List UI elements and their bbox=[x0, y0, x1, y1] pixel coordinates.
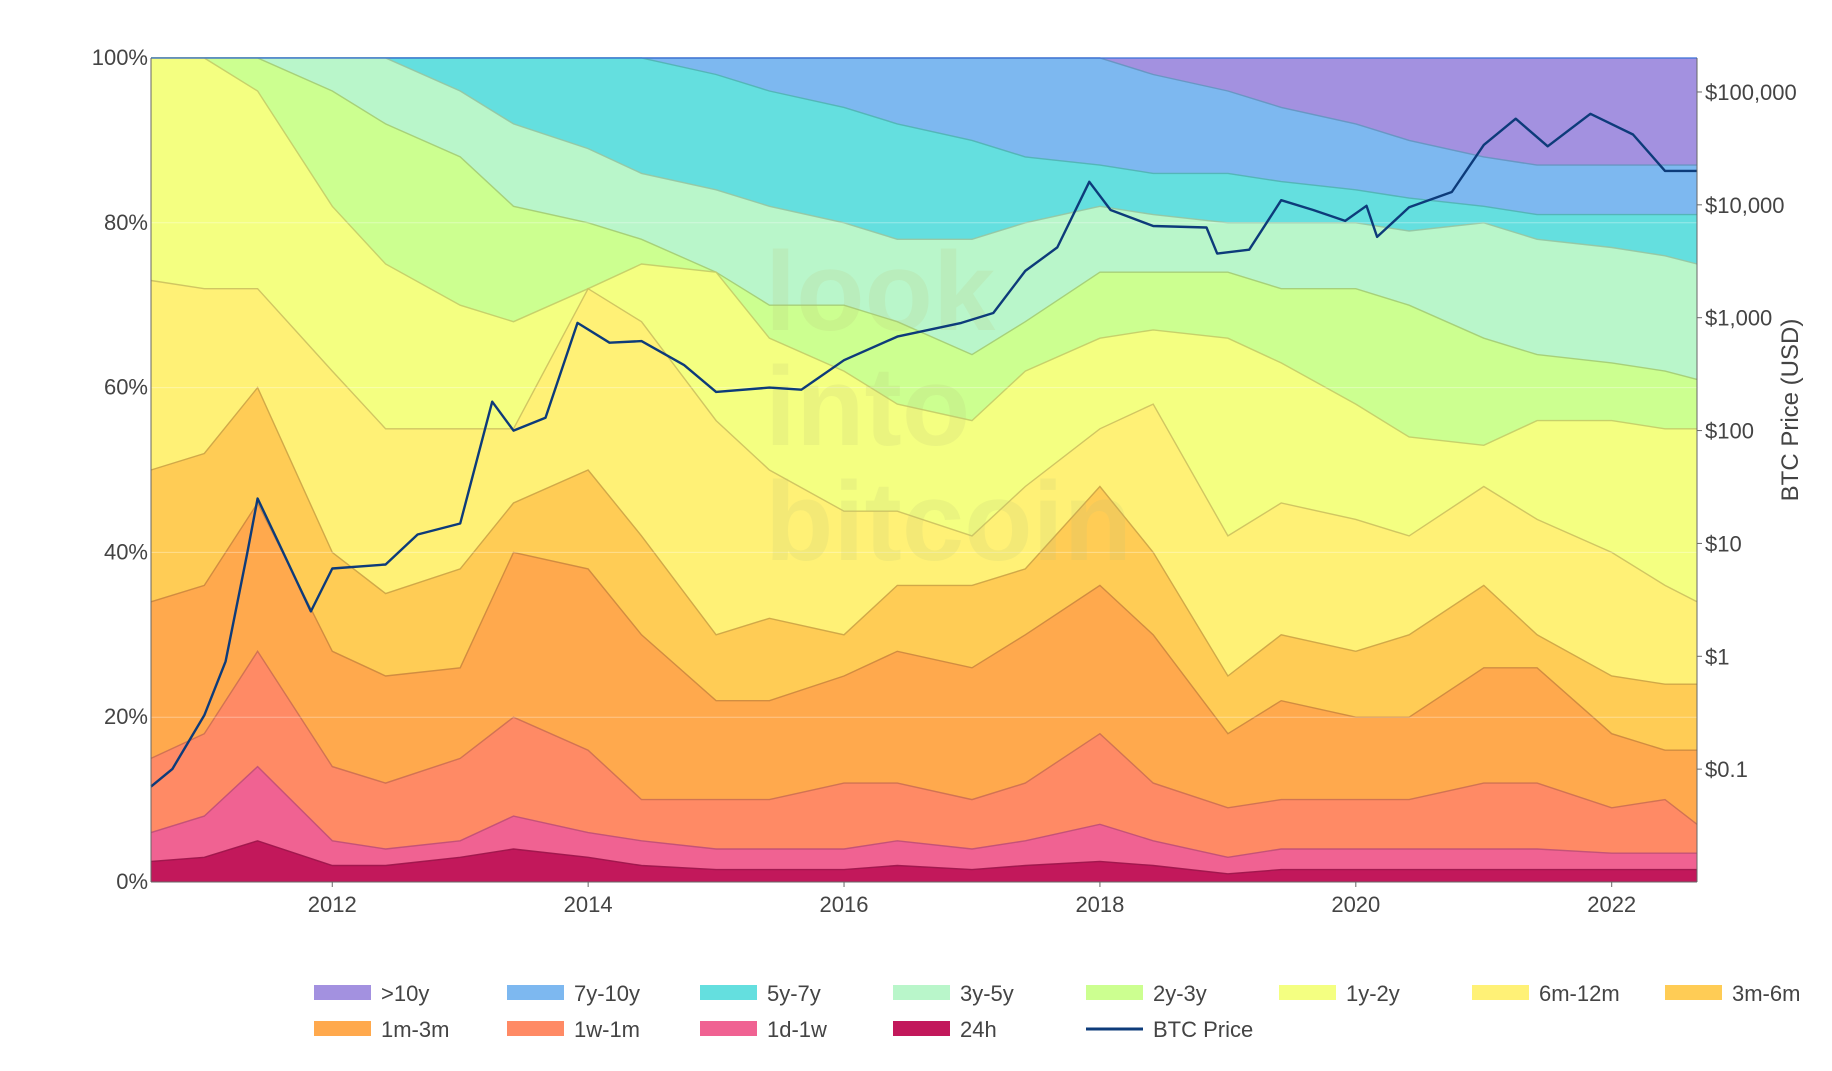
y-right-tick-label: $0.1 bbox=[1705, 757, 1748, 782]
y-right-tick-label: $10,000 bbox=[1705, 193, 1785, 218]
band-edge-6m-12m bbox=[150, 279, 1698, 603]
x-tick-label: 2016 bbox=[820, 892, 869, 917]
band-gt-10y bbox=[151, 58, 1697, 166]
legend-item-1y-2y[interactable]: 1y-2y bbox=[1279, 981, 1400, 1006]
legend-label: 3y-5y bbox=[960, 981, 1014, 1006]
legend-label: 2y-3y bbox=[1153, 981, 1207, 1006]
band-1w-1m bbox=[151, 651, 1697, 858]
legend-swatch bbox=[700, 1021, 757, 1036]
legend-item-1d-1w[interactable]: 1d-1w bbox=[700, 1017, 827, 1042]
legend-swatch bbox=[1472, 985, 1529, 1000]
btc-price-layer bbox=[150, 112, 1697, 788]
band-1y-2y bbox=[151, 58, 1697, 602]
band-3y-5y bbox=[151, 58, 1697, 380]
legend-item-3y-5y[interactable]: 3y-5y bbox=[893, 981, 1014, 1006]
legend-item-24h[interactable]: 24h bbox=[893, 1017, 997, 1042]
legend-swatch bbox=[1279, 985, 1336, 1000]
legend-label: 24h bbox=[960, 1017, 997, 1042]
x-tick-label: 2014 bbox=[564, 892, 613, 917]
legend-item-gt-10y[interactable]: >10y bbox=[314, 981, 429, 1006]
band-5y-7y bbox=[151, 58, 1697, 264]
band-edge-2y-3y bbox=[151, 57, 1698, 381]
legend-swatch bbox=[314, 1021, 371, 1036]
legend-label: 3m-6m bbox=[1732, 981, 1800, 1006]
y-left-tick-label: 80% bbox=[104, 210, 148, 235]
band-edge-3y-5y bbox=[151, 57, 1698, 265]
band-edge-1m-3m bbox=[150, 501, 1697, 751]
legend-label: 1w-1m bbox=[574, 1017, 640, 1042]
band-edge-1y-2y bbox=[151, 57, 1697, 447]
legend-label: 1d-1w bbox=[767, 1017, 827, 1042]
legend-label: 7y-10y bbox=[574, 981, 640, 1006]
y-left-tick-label: 100% bbox=[92, 45, 148, 70]
band-edge-24h bbox=[150, 840, 1697, 875]
band-edge-3m-6m bbox=[150, 386, 1697, 685]
legend-item-5y-7y[interactable]: 5y-7y bbox=[700, 981, 821, 1006]
legend-label: BTC Price bbox=[1153, 1017, 1253, 1042]
band-24h bbox=[151, 840, 1697, 882]
axes: 0% 20% 40% 60% 80% 100% $0.1 $1 $10 $100 $1,000 $10… bbox=[92, 45, 1797, 917]
band-7y-10y bbox=[151, 58, 1697, 215]
legend-item-1w-1m[interactable]: 1w-1m bbox=[507, 1017, 640, 1042]
legend-swatch bbox=[893, 1021, 950, 1036]
age-bands-layer bbox=[150, 57, 1698, 882]
legend-label: 1m-3m bbox=[381, 1017, 449, 1042]
btc-price-line bbox=[150, 112, 1697, 788]
watermark-line-2: into bbox=[765, 344, 970, 469]
x-tick-label: 2022 bbox=[1587, 892, 1636, 917]
legend-label: 5y-7y bbox=[767, 981, 821, 1006]
band-2y-3y bbox=[151, 58, 1697, 446]
band-edge-1w-1m bbox=[150, 650, 1698, 825]
legend-swatch bbox=[893, 985, 950, 1000]
band-edge-1d-1w bbox=[150, 765, 1697, 859]
legend-swatch bbox=[1665, 985, 1722, 1000]
watermark-line-1: look bbox=[765, 229, 996, 354]
legend-swatch bbox=[314, 985, 371, 1000]
x-tick-label: 2012 bbox=[308, 892, 357, 917]
x-tick-label: 2020 bbox=[1331, 892, 1380, 917]
legend-item-3m-6m[interactable]: 3m-6m bbox=[1665, 981, 1800, 1006]
y-left-tick-label: 40% bbox=[104, 539, 148, 564]
legend-swatch bbox=[507, 985, 564, 1000]
legend-swatch bbox=[1086, 985, 1143, 1000]
band-1m-3m bbox=[151, 503, 1697, 825]
y-left-tick-label: 60% bbox=[104, 375, 148, 400]
y-axis-right-title: BTC Price (USD) bbox=[1777, 319, 1804, 502]
y-right-tick-label: $1 bbox=[1705, 644, 1729, 669]
legend-label: >10y bbox=[381, 981, 429, 1006]
y-right-tick-label: $100,000 bbox=[1705, 80, 1797, 105]
watermark-line-3: bitcoin bbox=[765, 459, 1132, 584]
gridlines bbox=[151, 222, 1697, 718]
y-right-tick-label: $10 bbox=[1705, 531, 1742, 556]
legend-swatch bbox=[700, 985, 757, 1000]
y-right-tick-label: $100 bbox=[1705, 419, 1754, 444]
legend-item-2y-3y[interactable]: 2y-3y bbox=[1086, 981, 1207, 1006]
legend-label: 1y-2y bbox=[1346, 981, 1400, 1006]
y-left-tick-label: 20% bbox=[104, 704, 148, 729]
legend: >10y 7y-10y 5y-7y 3y-5y 2y-3y 1y-2y 6m-12m 3m-6… bbox=[314, 981, 1800, 1042]
band-1d-1w bbox=[151, 766, 1697, 874]
legend-item-btc-price[interactable]: BTC Price bbox=[1086, 1017, 1253, 1042]
x-tick-label: 2018 bbox=[1075, 892, 1124, 917]
legend-label: 6m-12m bbox=[1539, 981, 1620, 1006]
legend-item-1m-3m[interactable]: 1m-3m bbox=[314, 1017, 449, 1042]
band-6m-12m bbox=[151, 280, 1697, 685]
y-right-tick-label: $1,000 bbox=[1705, 306, 1772, 331]
y-left-tick-label: 0% bbox=[116, 869, 148, 894]
band-3m-6m bbox=[151, 387, 1697, 751]
legend-swatch bbox=[507, 1021, 564, 1036]
legend-item-6m-12m[interactable]: 6m-12m bbox=[1472, 981, 1620, 1006]
legend-item-7y-10y[interactable]: 7y-10y bbox=[507, 981, 640, 1006]
watermark: look into bitcoin bbox=[765, 229, 1132, 584]
